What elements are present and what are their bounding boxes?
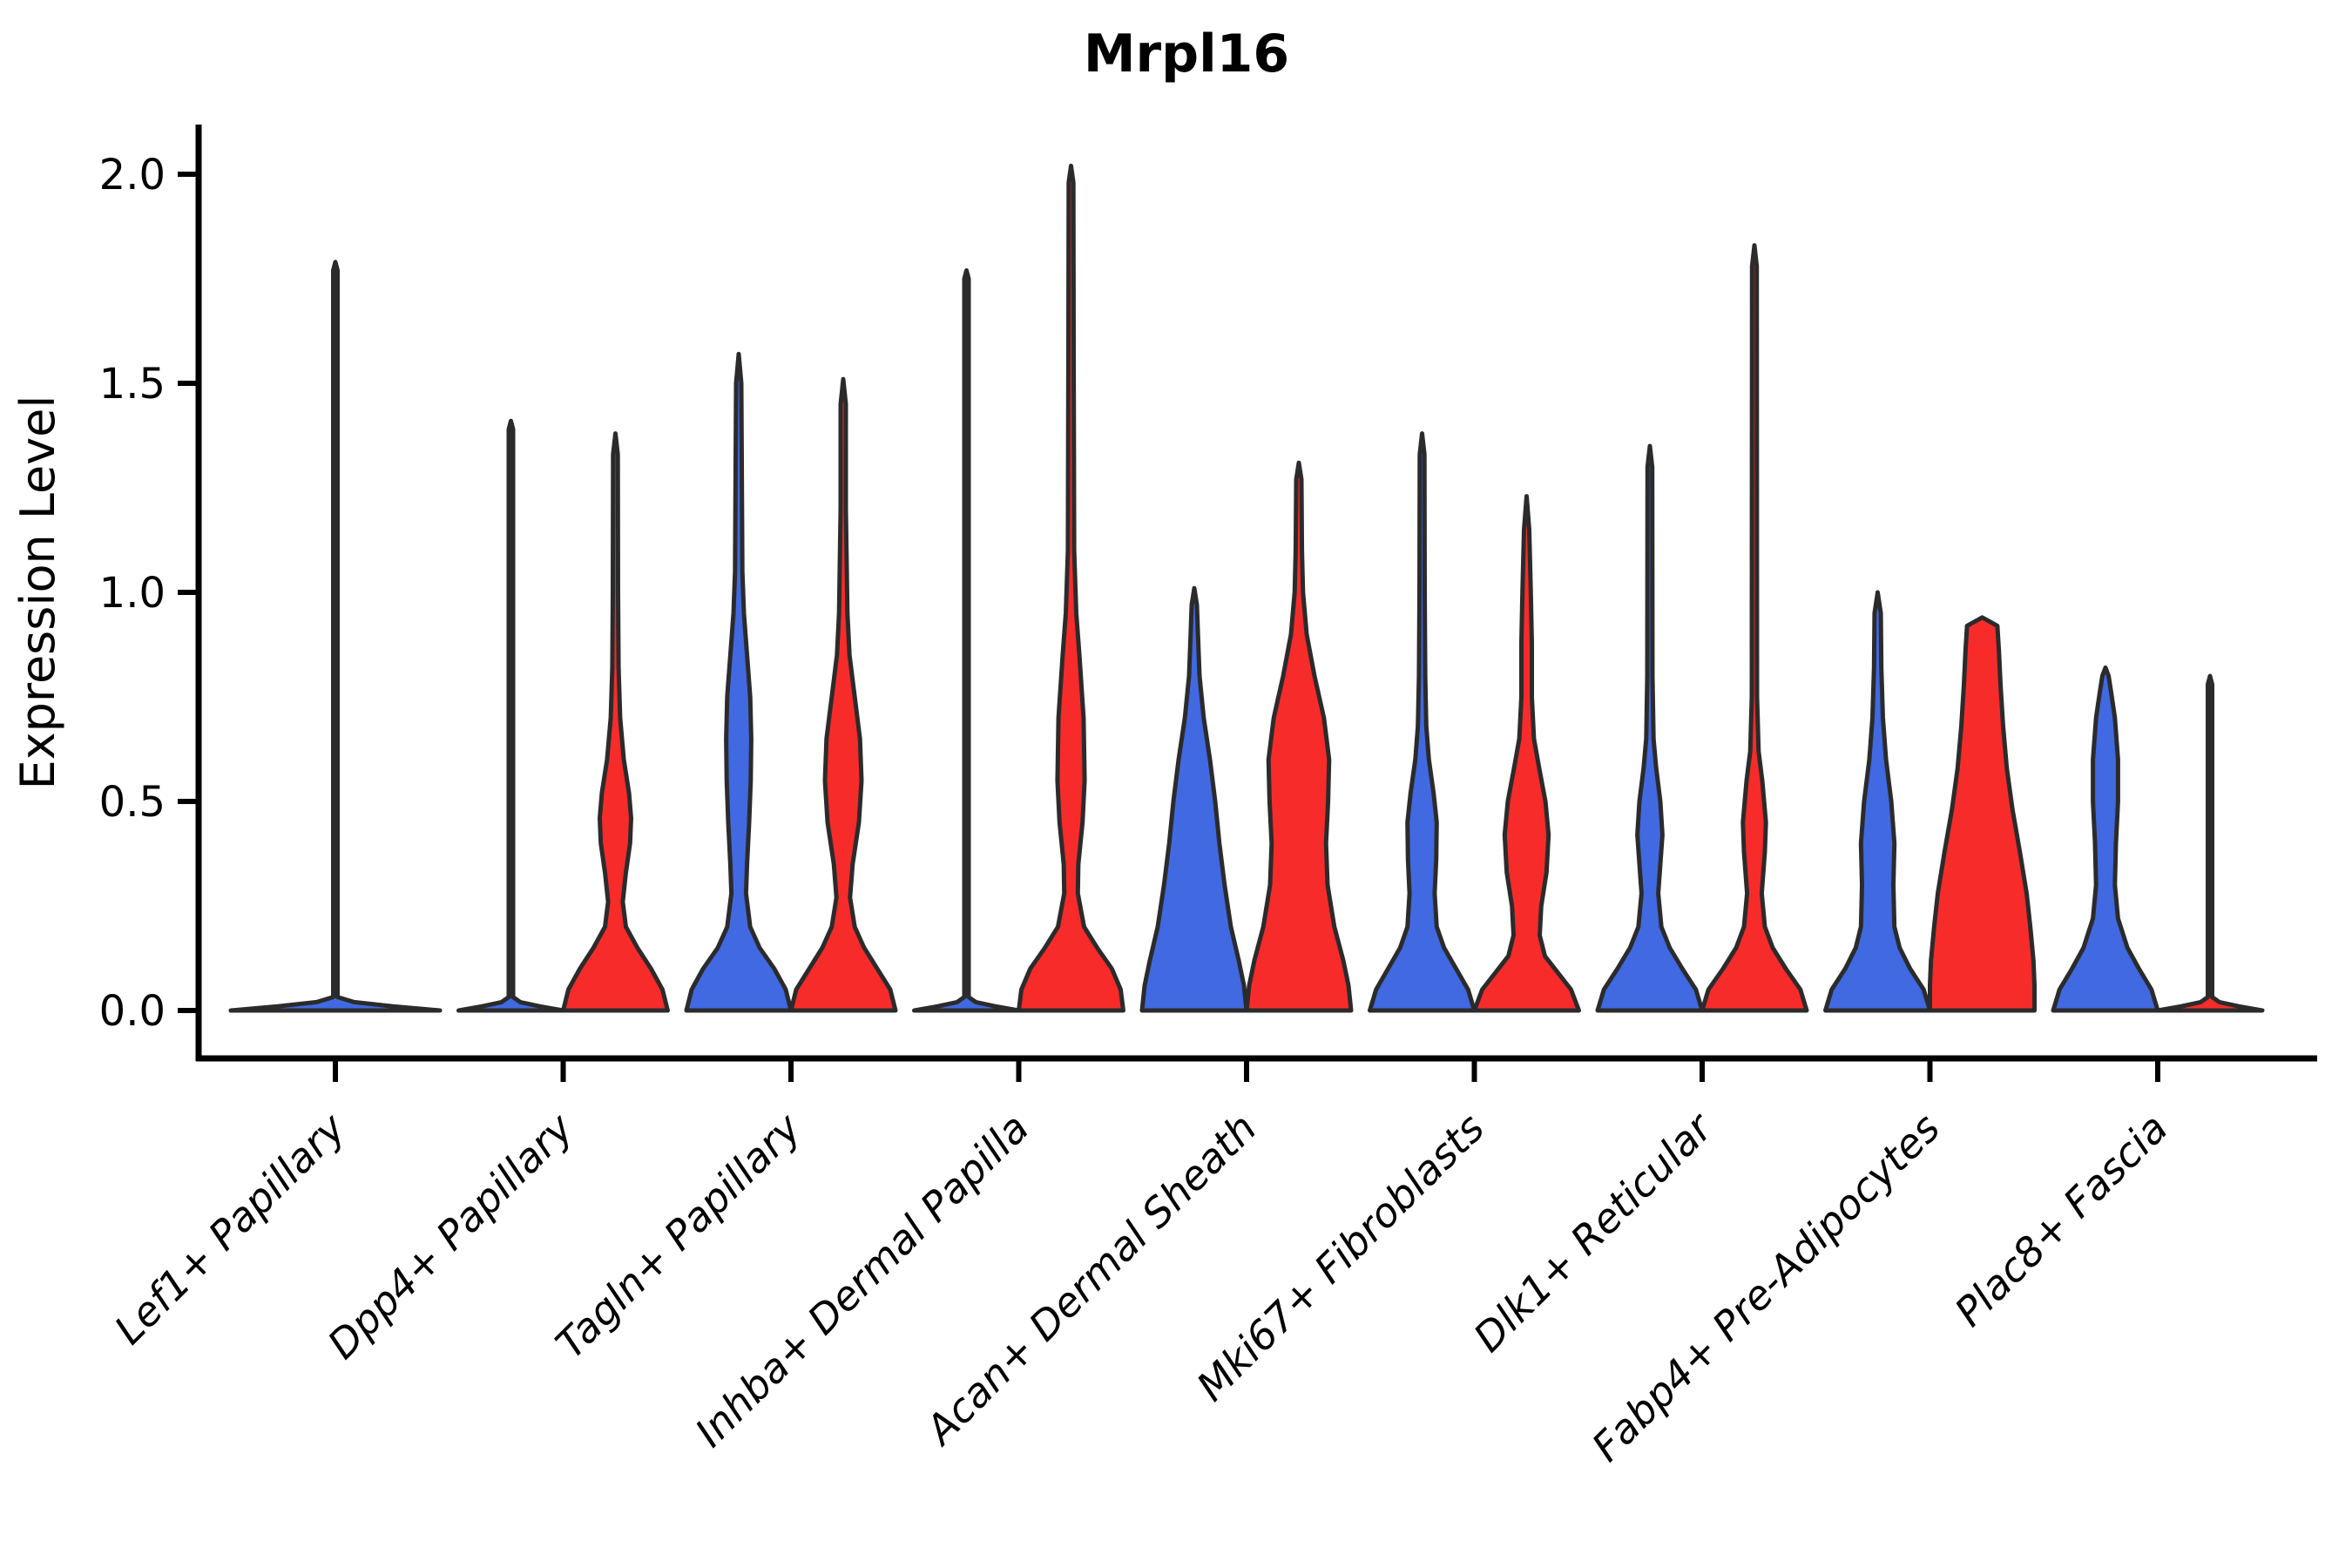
violin-dlk1-reticular-red xyxy=(1700,243,1809,1013)
y-tick-label-1: 0.5 xyxy=(99,778,166,827)
x-category-labels: Lef1+ Papillary Dpp4+ Papillary Tagln+ P… xyxy=(105,1102,2177,1470)
x-label-lef1-papillary: Lef1+ Papillary xyxy=(105,1104,355,1353)
y-tick-label-2: 1.0 xyxy=(99,569,166,618)
y-tick-label-0: 0.0 xyxy=(99,987,166,1036)
violin-plac8-fascia-red xyxy=(2155,673,2265,1013)
y-tick-label-3: 1.5 xyxy=(99,360,166,409)
x-label-dpp4-papillary: Dpp4+ Papillary xyxy=(319,1104,583,1368)
violin-acan-dermal-sheath-red xyxy=(1244,460,1354,1013)
violin-acan-dermal-sheath-blue xyxy=(1139,585,1249,1013)
violin-fabp4-pre-adipocytes-red xyxy=(1928,615,2037,1013)
violin-dpp4-papillary-blue xyxy=(456,418,565,1013)
y-tick-label-4: 2.0 xyxy=(99,151,166,199)
violin-fabp4-pre-adipocytes-blue xyxy=(1823,590,1932,1013)
violin-tagln-papillary-blue xyxy=(684,351,794,1013)
violin-dpp4-papillary-red xyxy=(561,431,670,1013)
violin-dlk1-reticular-blue xyxy=(1595,443,1705,1013)
x-label-tagln-papillary: Tagln+ Papillary xyxy=(546,1104,810,1368)
violin-mki67-fibroblasts-red xyxy=(1472,494,1581,1013)
violin-inhba-dermal-papilla-red xyxy=(1017,163,1125,1013)
y-tick-marks xyxy=(178,172,199,1013)
x-label-dlk1-reticular: Dlk1+ Reticular xyxy=(1464,1102,1723,1361)
y-tick-labels: 0.0 0.5 1.0 1.5 2.0 xyxy=(99,151,166,1036)
violin-plac8-fascia-blue xyxy=(2051,665,2160,1013)
violin-lef1-papillary-blue xyxy=(228,260,443,1013)
violin-shapes xyxy=(228,163,2265,1013)
x-tick-marks xyxy=(333,1058,2160,1082)
violin-mki67-fibroblasts-blue xyxy=(1368,431,1477,1013)
violin-tagln-papillary-red xyxy=(788,376,898,1013)
y-axis-label: Expression Level xyxy=(10,395,65,790)
x-label-plac8-fascia: Plac8+ Fascia xyxy=(1945,1105,2176,1335)
violin-inhba-dermal-papilla-blue xyxy=(912,267,1021,1013)
chart-title: Mrpl16 xyxy=(1084,24,1289,84)
